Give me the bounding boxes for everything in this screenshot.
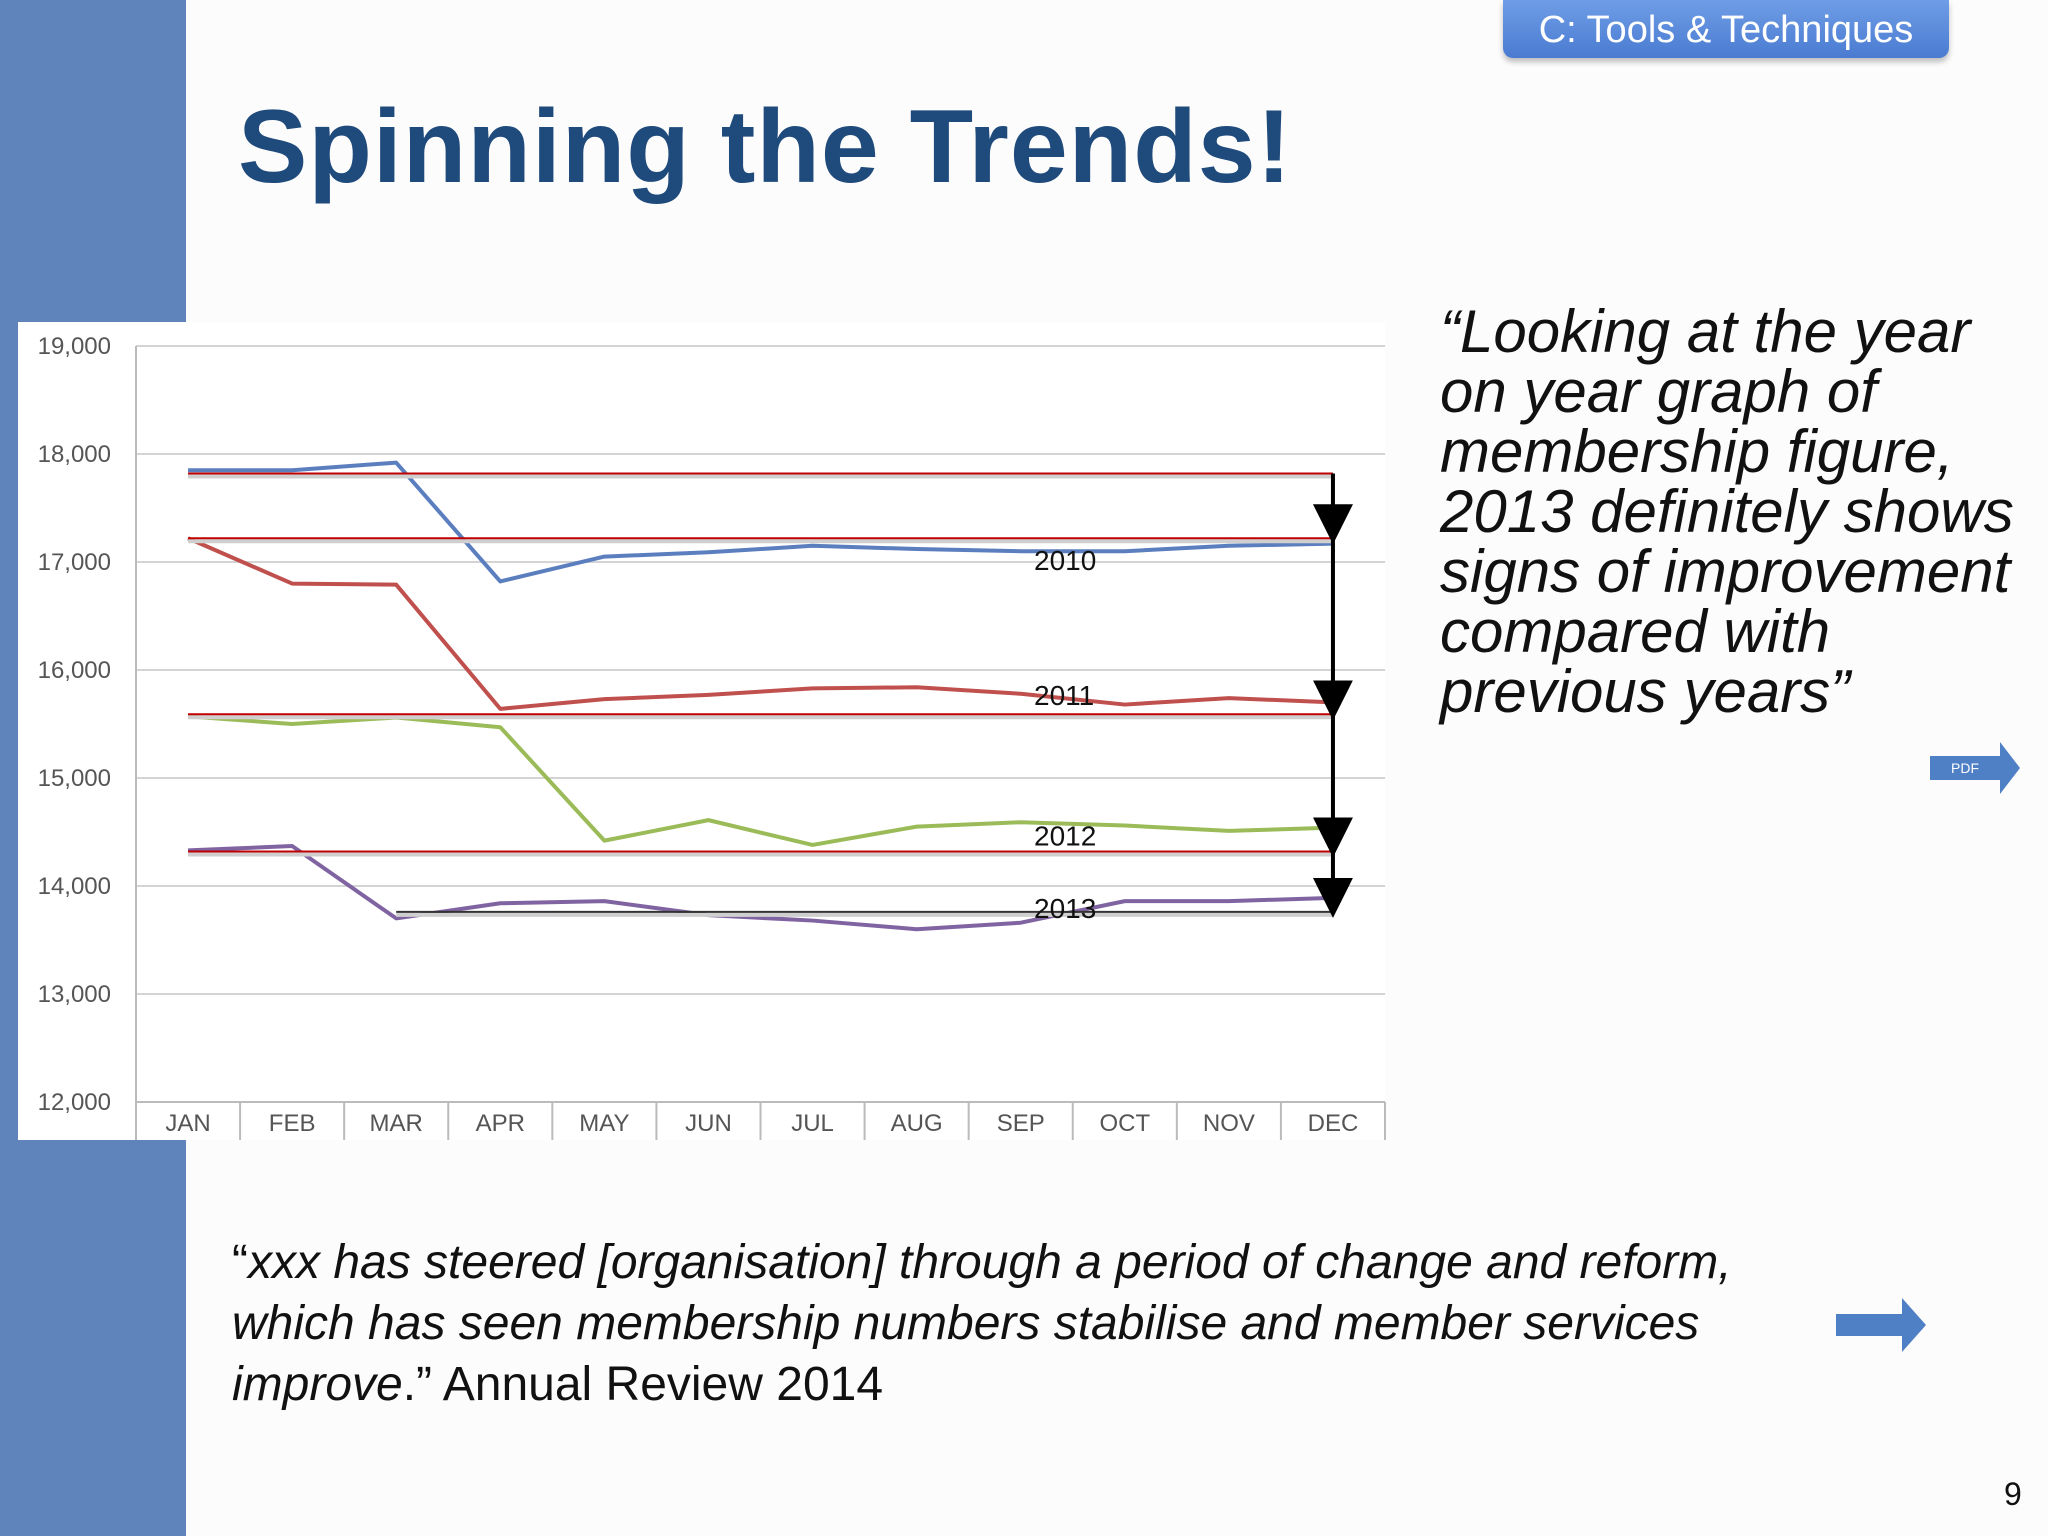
year-label-2011: 2011	[1034, 680, 1094, 711]
y-tick-label: 15,000	[38, 765, 111, 792]
y-tick-label: 16,000	[38, 657, 111, 684]
x-tick-label-apr: APR	[476, 1110, 525, 1137]
chart-quote: “Looking at the year on year graph of me…	[1440, 298, 2014, 725]
quote-italic-text: xxx has steered [organisation] through a…	[232, 1236, 1732, 1411]
y-tick-label: 18,000	[38, 441, 111, 468]
y-tick-label: 14,000	[38, 873, 111, 900]
quote-open-mark: “	[232, 1236, 248, 1289]
membership-chart: 19,000 18,000 17,000 16,000 15,000 14,000 13,0…	[18, 322, 1386, 1140]
next-arrow-icon[interactable]	[1836, 1298, 1926, 1352]
y-tick-label: 17,000	[38, 549, 111, 576]
x-tick-label-nov: NOV	[1203, 1110, 1255, 1137]
chart-svg: 19,000 18,000 17,000 16,000 15,000 14,000 13,0…	[38, 333, 1386, 1140]
series-line-2011	[187, 536, 1334, 711]
quote-attribution: .” Annual Review 2014	[402, 1358, 884, 1411]
annual-review-quote: “xxx has steered [organisation] through …	[232, 1232, 1852, 1415]
y-tick-label: 19,000	[38, 333, 111, 360]
x-tick-label-oct: OCT	[1099, 1110, 1150, 1137]
x-tick-label-mar: MAR	[370, 1110, 423, 1137]
pdf-link-button[interactable]: PDF	[1930, 742, 2020, 794]
year-label-2010: 2010	[1034, 545, 1096, 576]
x-tick-label-jul: JUL	[791, 1110, 834, 1137]
x-tick-label-aug: AUG	[891, 1110, 943, 1137]
pdf-label: PDF	[1951, 760, 1979, 776]
y-tick-label: 12,000	[38, 1089, 111, 1116]
x-tick-label-dec: DEC	[1308, 1110, 1359, 1137]
series-line-2010	[188, 460, 1333, 584]
series-line-2013	[187, 844, 1334, 932]
x-tick-label-jun: JUN	[685, 1110, 732, 1137]
series-line-2012	[187, 714, 1334, 847]
slide-title: Spinning the Trends!	[238, 89, 1293, 205]
x-tick-label-sep: SEP	[997, 1110, 1045, 1137]
pdf-arrow-icon	[1930, 742, 2020, 794]
page-number: 9	[2004, 1476, 2022, 1512]
year-label-2013: 2013	[1034, 893, 1096, 924]
x-tick-label-jan: JAN	[165, 1110, 210, 1137]
x-tick-label-feb: FEB	[269, 1110, 316, 1137]
section-tag-button[interactable]: C: Tools & Techniques	[1503, 0, 1949, 58]
year-label-2012: 2012	[1034, 820, 1096, 851]
x-tick-label-may: MAY	[579, 1110, 629, 1137]
y-tick-label: 13,000	[38, 981, 111, 1008]
